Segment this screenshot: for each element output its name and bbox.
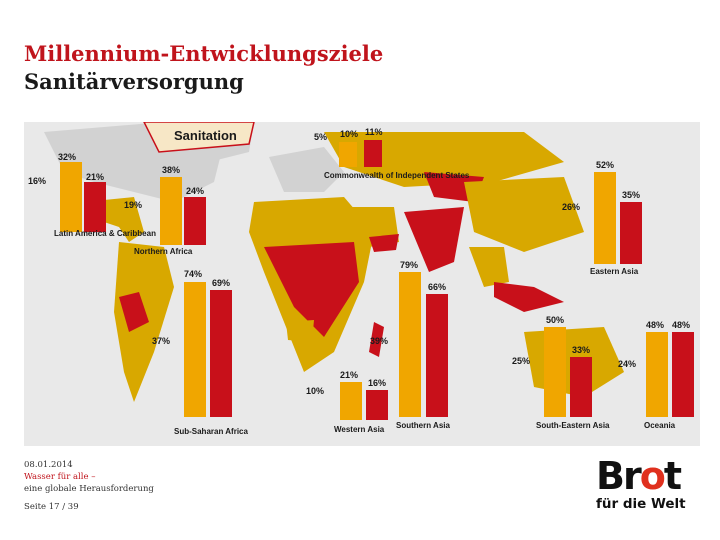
bar-south-eastern-asia-early: [544, 327, 566, 417]
oceania-change-label: 24%: [618, 359, 636, 369]
bar-western-asia-late: [366, 390, 388, 420]
western-asia-change-label: 10%: [306, 386, 324, 396]
bar-sub-saharan-early: [184, 282, 206, 417]
latin-america-name: Latin America & Caribbean: [54, 229, 156, 238]
bar-cis-late: [364, 140, 382, 167]
south-eastern-asia-early-label: 50%: [546, 315, 564, 325]
bar-southern-asia-late: [426, 294, 448, 417]
china-land: [464, 177, 584, 252]
bolivia-highlight: [119, 292, 149, 332]
southern-asia-name: Southern Asia: [396, 421, 450, 430]
cis-late-label: 11%: [365, 127, 383, 137]
brot-fuer-die-welt-logo: Brot für die Welt: [596, 456, 702, 520]
cis-early-label: 10%: [340, 129, 358, 139]
eastern-asia-early-label: 52%: [596, 160, 614, 170]
bar-oceania-late: [672, 332, 694, 417]
latin-america-late-label: 21%: [86, 172, 104, 182]
sanitation-map-figure: Sanitation 32% 21% 16% Latin America & C…: [24, 122, 700, 446]
region-western-asia: 21% 16% 10% Western Asia: [306, 370, 388, 434]
indonesia-highlight: [494, 282, 564, 312]
northern-africa-name: Northern Africa: [134, 247, 193, 256]
bar-cis-early: [339, 142, 357, 167]
latin-america-early-label: 32%: [58, 152, 76, 162]
sub-saharan-change-label: 37%: [152, 336, 170, 346]
bar-oceania-early: [646, 332, 668, 417]
region-latin-america: 32% 21% 16% Latin America & Caribbean: [28, 152, 156, 238]
europe-land: [269, 147, 344, 192]
cis-change-label: 5%: [314, 132, 327, 142]
eastern-asia-change-label: 26%: [562, 202, 580, 212]
eastern-asia-name: Eastern Asia: [590, 267, 639, 276]
western-asia-early-label: 21%: [340, 370, 358, 380]
logo-tagline: für die Welt: [596, 496, 686, 512]
region-cis: 10% 11% 5% Commonwealth of Independent S…: [314, 127, 470, 180]
south-eastern-asia-change-label: 25%: [512, 356, 530, 366]
title-line-1: Millennium-Entwicklungsziele: [24, 41, 384, 66]
sub-saharan-highlight: [264, 242, 359, 337]
bar-southern-asia-early: [399, 272, 421, 417]
northern-africa-late-label: 24%: [186, 186, 204, 196]
southern-asia-change-label: 39%: [370, 336, 388, 346]
oceania-name: Oceania: [644, 421, 676, 430]
eastern-asia-late-label: 35%: [622, 190, 640, 200]
south-eastern-asia-name: South-Eastern Asia: [536, 421, 610, 430]
india-highlight: [404, 207, 464, 272]
cis-name: Commonwealth of Independent States: [324, 171, 470, 180]
slide-title: Millennium-Entwicklungsziele Sanitärvers…: [24, 40, 383, 96]
angola-land: [286, 320, 314, 342]
region-sub-saharan-africa: 74% 69% 37% Sub-Saharan Africa: [152, 269, 248, 436]
region-eastern-asia: 52% 35% 26% Eastern Asia: [562, 160, 642, 276]
sanitation-banner: Sanitation: [143, 122, 255, 153]
footer-topic-line-2: eine globale Herausforderung: [24, 484, 154, 494]
oceania-early-label: 48%: [646, 320, 664, 330]
indochina-land: [469, 247, 509, 287]
sub-saharan-early-label: 74%: [184, 269, 202, 279]
southern-asia-late-label: 66%: [428, 282, 446, 292]
footer-page-number: Seite 17 / 39: [24, 502, 79, 512]
western-asia-late-label: 16%: [368, 378, 386, 388]
yemen-highlight: [369, 234, 399, 252]
bar-northern-africa-late: [184, 197, 206, 245]
bar-eastern-asia-early: [594, 172, 616, 264]
title-line-2: Sanitärversorgung: [24, 69, 244, 94]
bar-latin-america-late: [84, 182, 106, 232]
northern-africa-change-label: 19%: [124, 200, 142, 210]
banner-text: Sanitation: [174, 128, 237, 143]
western-asia-name: Western Asia: [334, 425, 385, 434]
cis-land: [324, 132, 564, 187]
latin-america-change-label: 16%: [28, 176, 46, 186]
south-eastern-asia-late-label: 33%: [572, 345, 590, 355]
logo-wordmark: Brot: [596, 454, 682, 498]
footer-topic-line-1: Wasser für alle –: [24, 472, 96, 482]
map-landmasses: [44, 122, 624, 402]
sanitation-map-svg: Sanitation 32% 21% 16% Latin America & C…: [24, 122, 700, 446]
oceania-late-label: 48%: [672, 320, 690, 330]
sub-saharan-late-label: 69%: [212, 278, 230, 288]
slide-footer: 08.01.2014 Wasser für alle – eine global…: [24, 459, 154, 513]
bar-latin-america-early: [60, 162, 82, 232]
bar-sub-saharan-late: [210, 290, 232, 417]
sub-saharan-name: Sub-Saharan Africa: [174, 427, 248, 436]
southern-asia-early-label: 79%: [400, 260, 418, 270]
bar-northern-africa-early: [160, 177, 182, 245]
region-south-eastern-asia: 50% 33% 25% South-Eastern Asia: [512, 315, 610, 430]
northern-africa-early-label: 38%: [162, 165, 180, 175]
bar-western-asia-early: [340, 382, 362, 420]
region-oceania: 48% 48% 24% Oceania: [618, 320, 694, 430]
region-northern-africa: 38% 24% 19% Northern Africa: [124, 165, 206, 256]
bar-south-eastern-asia-late: [570, 357, 592, 417]
region-southern-asia: 79% 66% 39% Southern Asia: [370, 260, 450, 430]
footer-date: 08.01.2014: [24, 460, 73, 470]
bar-eastern-asia-late: [620, 202, 642, 264]
madagascar-highlight: [369, 322, 384, 357]
